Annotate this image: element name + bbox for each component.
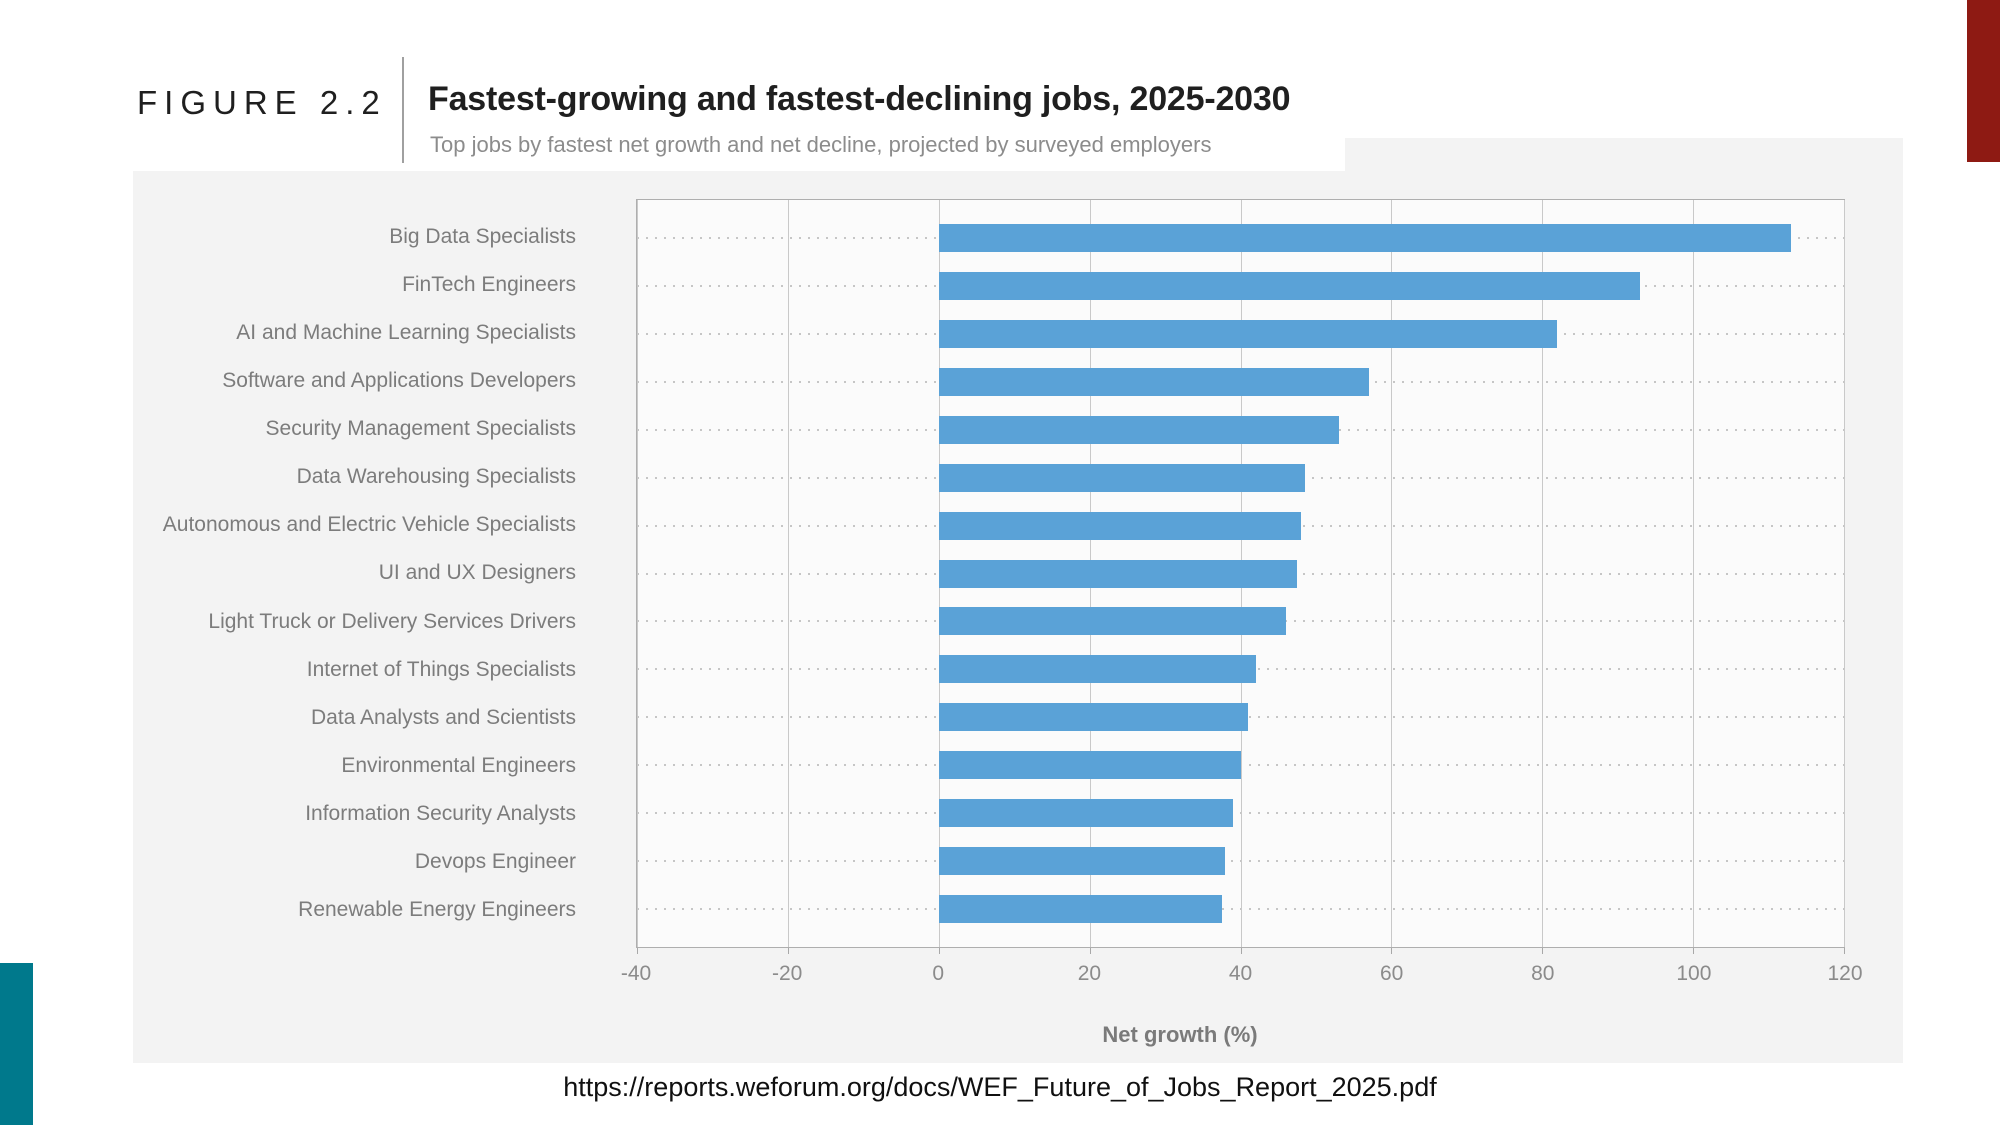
bar (938, 511, 1301, 540)
bar-row (637, 550, 1844, 598)
x-tick-label-100: 100 (1676, 962, 1712, 985)
bar (938, 319, 1558, 348)
x-tick-label-40: 40 (1228, 962, 1253, 985)
bar (938, 367, 1369, 396)
tick-mark-20 (1089, 948, 1091, 954)
bar-chart-plot-area (636, 199, 1845, 954)
tick-mark-120 (1844, 948, 1845, 954)
figure-subtitle: Top jobs by fastest net growth and net d… (430, 132, 1212, 157)
bar (938, 223, 1792, 252)
bar (938, 799, 1233, 828)
category-label: Devops Engineer (414, 849, 576, 873)
bar (938, 559, 1298, 588)
bar (938, 271, 1641, 300)
category-label: UI and UX Designers (378, 561, 576, 585)
bar (938, 607, 1286, 636)
bar (938, 847, 1226, 876)
bar-row (637, 598, 1844, 646)
category-label: Data Warehousing Specialists (296, 465, 576, 489)
bar-row (637, 262, 1844, 310)
tick-mark-0 (938, 948, 940, 954)
bar-row (637, 502, 1844, 550)
category-label: Big Data Specialists (389, 225, 576, 249)
bar (938, 655, 1256, 684)
bar (938, 751, 1241, 780)
tick-mark-100 (1693, 948, 1695, 954)
category-label: Internet of Things Specialists (306, 657, 576, 681)
category-label: Environmental Engineers (341, 753, 576, 777)
category-label: Light Truck or Delivery Services Drivers (208, 609, 576, 633)
header-divider-line (402, 57, 404, 163)
tick-mark-60 (1391, 948, 1393, 954)
x-tick-label-0: 0 (932, 962, 945, 985)
tick-mark--20 (787, 948, 789, 954)
tick-mark--40 (637, 948, 638, 954)
x-tick-label--20: -20 (771, 962, 803, 985)
gridline-100 (1693, 200, 1695, 947)
gridline--40 (637, 200, 638, 947)
x-tick-label-60: 60 (1379, 962, 1404, 985)
category-axis-labels: Big Data Specialists FinTech Engineers AI … (133, 199, 606, 948)
figure-title: Fastest-growing and fastest-declining jo… (428, 80, 1291, 118)
category-label: Renewable Energy Engineers (298, 897, 576, 921)
x-axis-tick-labels: -40 -20 0 20 40 60 80 100 120 (621, 962, 1863, 990)
category-label: AI and Machine Learning Specialists (236, 321, 576, 345)
teal-accent-block (0, 963, 33, 1125)
category-label: Data Analysts and Scientists (311, 705, 576, 729)
bar-row (637, 358, 1844, 406)
bar (938, 415, 1339, 444)
bar-rows-container (637, 200, 1844, 947)
x-tick-label-20: 20 (1077, 962, 1102, 985)
tick-mark-40 (1240, 948, 1242, 954)
category-label: FinTech Engineers (402, 273, 576, 297)
bar-row (637, 310, 1844, 358)
source-url-link[interactable]: https://reports.weforum.org/docs/WEF_Fut… (563, 1072, 1437, 1102)
gridline--20 (787, 200, 789, 947)
bar-row (637, 406, 1844, 454)
bar (938, 895, 1222, 924)
x-tick-label-120: 120 (1827, 962, 1863, 985)
red-accent-block (1967, 0, 2000, 162)
bar (938, 703, 1249, 732)
figure-number-label: FIGURE 2.2 (137, 84, 387, 121)
figure-header: FIGURE 2.2 Fastest-growing and fastest-d… (0, 0, 1345, 171)
bar-row (637, 454, 1844, 502)
category-label: Autonomous and Electric Vehicle Speciali… (162, 513, 576, 537)
x-tick-label--40: -40 (620, 962, 652, 985)
tick-mark-80 (1542, 948, 1544, 954)
bar-row (637, 645, 1844, 693)
gridline-60 (1391, 200, 1393, 947)
x-tick-label-80: 80 (1531, 962, 1555, 985)
bar-row (637, 214, 1844, 262)
category-label: Information Security Analysts (305, 801, 576, 825)
x-axis-title: Net growth (%) (1102, 1022, 1258, 1047)
bar-row (637, 693, 1844, 741)
category-label: Software and Applications Developers (222, 369, 576, 393)
gridline-80 (1542, 200, 1544, 947)
category-label: Security Management Specialists (265, 417, 576, 441)
gridline-120 (1844, 200, 1845, 947)
bar (938, 463, 1305, 492)
